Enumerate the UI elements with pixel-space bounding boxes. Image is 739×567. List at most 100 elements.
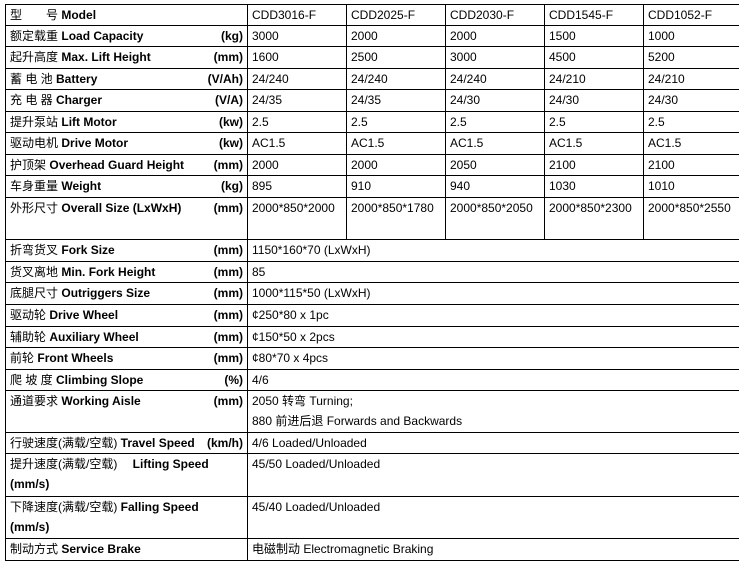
spec-row: 行驶速度(满载/空载) Travel Speed (km/h) 4/6 Loaded… [5, 432, 739, 454]
value-cell: AC1.5 [247, 132, 347, 155]
value-cell: 3000 [445, 46, 545, 69]
spec-row: 辅助轮 Auxiliary Wheel (mm) ¢150*50 x 2pcs [5, 326, 739, 348]
value-text: 880 前进后退 Forwards and Backwards [252, 414, 463, 428]
value-cell: 5200 [643, 46, 739, 69]
label-line: 折弯货叉 Fork Size (mm) [10, 241, 243, 261]
label-en: Working Aisle [61, 394, 141, 408]
label-line: 蓄 电 池 Battery (V/Ah) [10, 70, 243, 89]
label-zh: 辅助轮 [10, 330, 47, 344]
value-text: ¢80*70 x 4pcs [252, 351, 329, 365]
label-zh: 爬 坡 度 [10, 373, 53, 387]
label-zh: 下降速度(满载/空载) [10, 500, 118, 514]
model-label-cell: 型 号 Model [5, 4, 248, 26]
value-cell: 4500 [544, 46, 644, 69]
unit-label: (mm) [213, 286, 243, 300]
value-cell: 2000*850*1780 [346, 197, 446, 240]
value-text: 85 [252, 265, 266, 279]
label-en: Load Capacity [61, 29, 144, 43]
value-text: 2050 转弯 Turning; [252, 394, 353, 408]
spec-row: 提升速度(满载/空载) Lifting Speed (mm/s) 45/50 Loa… [5, 453, 739, 497]
value-cell: AC1.5 [643, 132, 739, 155]
label-zh: 行驶速度(满载/空载) [10, 436, 118, 450]
value-cell: 940 [445, 175, 545, 198]
spec-row: 起升高度 Max. Lift Height (mm) 1600 2500 3000 450… [5, 46, 739, 69]
label-cell: 爬 坡 度 Climbing Slope (%) [5, 369, 248, 391]
value-cell: 2000 [247, 154, 347, 176]
label-line: 提升泵站 Lift Motor (kw) [10, 113, 243, 132]
label-en: Charger [56, 93, 103, 107]
label-en: Lift Motor [61, 115, 117, 129]
unit-label: (kw) [219, 115, 243, 129]
label-cell: 起升高度 Max. Lift Height (mm) [5, 46, 248, 69]
spec-row: 货叉离地 Min. Fork Height (mm) 85 [5, 261, 739, 283]
label-text: 蓄 电 池 Battery [10, 70, 97, 89]
label-text: 爬 坡 度 Climbing Slope [10, 371, 144, 390]
label-cell: 折弯货叉 Fork Size (mm) [5, 239, 248, 262]
label-cell: 驱动电机 Drive Motor (kw) [5, 132, 248, 155]
unit-label: (V/Ah) [207, 72, 243, 86]
value-text: ¢150*50 x 2pcs [252, 330, 335, 344]
label-en: Climbing Slope [56, 373, 144, 387]
label-text: 货叉离地 Min. Fork Height [10, 263, 156, 282]
label-line: 通道要求 Working Aisle (mm) [10, 392, 243, 412]
model-cell: CDD2025-F [346, 4, 446, 26]
value-cell: 1010 [643, 175, 739, 198]
label-cell: 行驶速度(满载/空载) Travel Speed (km/h) [5, 432, 248, 454]
value-cell: 2.5 [445, 111, 545, 133]
label-cell: 车身重量 Weight (kg) [5, 175, 248, 198]
label-cell: 提升速度(满载/空载) Lifting Speed (mm/s) [5, 453, 248, 497]
label-en: Drive Wheel [49, 308, 119, 322]
label-line: 提升速度(满载/空载) Lifting Speed [10, 455, 243, 475]
value-cell: 2000*850*2550 [643, 197, 739, 240]
value-cell: ¢80*70 x 4pcs [247, 347, 739, 370]
model-cell: CDD1052-F [643, 4, 739, 26]
unit-label: (mm/s) [10, 477, 50, 491]
label-cell: 制动方式 Service Brake [5, 538, 248, 561]
value-cell: 24/210 [643, 68, 739, 90]
value-cell: 24/240 [247, 68, 347, 90]
label-line: 起升高度 Max. Lift Height (mm) [10, 48, 243, 68]
label-zh: 驱动电机 [10, 136, 59, 150]
value-cell: 1000*115*50 (LxWxH) [247, 282, 739, 305]
label-en: Min. Fork Height [61, 265, 156, 279]
value-cell: 2000 [346, 25, 446, 47]
unit-label: (km/h) [207, 436, 243, 450]
label-zh: 货叉离地 [10, 265, 59, 279]
label-en: Model [61, 8, 97, 22]
label-cell: 提升泵站 Lift Motor (kw) [5, 111, 248, 133]
label-text: 通道要求 Working Aisle [10, 392, 141, 412]
spec-row: 额定载重 Load Capacity (kg) 3000 2000 2000 1500 10… [5, 25, 739, 47]
label-cell: 外形尺寸 Overall Size (LxWxH) (mm) [5, 197, 248, 240]
spec-row: 充 电 器 Charger (V/A) 24/35 24/35 24/30 24/30 24… [5, 89, 739, 112]
label-cell: 辅助轮 Auxiliary Wheel (mm) [5, 326, 248, 348]
label-zh: 护顶架 [10, 158, 47, 172]
value-text: 4/6 [252, 373, 269, 387]
spec-row: 外形尺寸 Overall Size (LxWxH) (mm) 2000*850*20… [5, 197, 739, 240]
unit-label: (mm/s) [10, 520, 50, 534]
unit-label: (mm) [213, 243, 243, 257]
unit-label: (%) [224, 373, 243, 387]
label-en: Overall Size (LxWxH) [61, 201, 182, 215]
label-en: Max. Lift Height [61, 50, 151, 64]
label-text: 前轮 Front Wheels [10, 349, 113, 369]
label-zh: 底腿尺寸 [10, 286, 59, 300]
label-en: Fork Size [61, 243, 115, 257]
label-en: Weight [61, 179, 102, 193]
label-zh: 充 电 器 [10, 93, 53, 107]
label-line: 充 电 器 Charger (V/A) [10, 91, 243, 111]
spec-row: 前轮 Front Wheels (mm) ¢80*70 x 4pcs [5, 347, 739, 370]
value-cell: 2.5 [544, 111, 644, 133]
label-text: 起升高度 Max. Lift Height [10, 48, 151, 68]
value-cell: 85 [247, 261, 739, 283]
value-cell: 2000 [445, 25, 545, 47]
label-text: 底腿尺寸 Outriggers Size [10, 284, 150, 304]
label-en: Auxiliary Wheel [49, 330, 139, 344]
label-line: 驱动轮 Drive Wheel (mm) [10, 306, 243, 326]
spec-row: 蓄 电 池 Battery (V/Ah) 24/240 24/240 24/240 24/… [5, 68, 739, 90]
label-line: 外形尺寸 Overall Size (LxWxH) (mm) [10, 199, 243, 219]
spec-row: 驱动电机 Drive Motor (kw) AC1.5 AC1.5 AC1.5 AC1.5… [5, 132, 739, 155]
label-text: 提升速度(满载/空载) Lifting Speed [10, 455, 209, 475]
label-en: Overhead Guard Height [49, 158, 185, 172]
label-zh: 制动方式 [10, 542, 59, 556]
label-zh: 起升高度 [10, 50, 59, 64]
